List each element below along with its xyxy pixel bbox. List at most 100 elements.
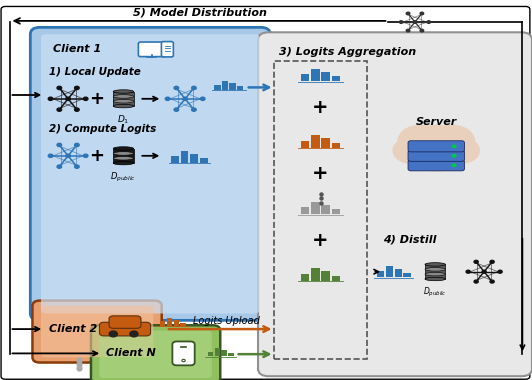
Circle shape xyxy=(109,331,118,337)
Circle shape xyxy=(427,21,430,23)
Circle shape xyxy=(406,12,410,15)
Text: $D_{public}$: $D_{public}$ xyxy=(111,171,136,184)
Text: Logits Upload: Logits Upload xyxy=(193,316,260,326)
Circle shape xyxy=(406,29,410,32)
Bar xyxy=(200,158,207,163)
Circle shape xyxy=(420,29,423,32)
Circle shape xyxy=(400,21,403,23)
Circle shape xyxy=(393,138,428,163)
Circle shape xyxy=(74,165,79,168)
Bar xyxy=(311,135,320,148)
Circle shape xyxy=(57,143,62,147)
Circle shape xyxy=(474,260,478,263)
Bar xyxy=(395,269,402,277)
Bar xyxy=(332,76,340,81)
FancyBboxPatch shape xyxy=(408,141,464,152)
Bar xyxy=(425,264,445,279)
Bar xyxy=(301,274,310,281)
Bar xyxy=(229,83,236,90)
Circle shape xyxy=(398,125,443,157)
Bar xyxy=(321,204,330,214)
Bar xyxy=(332,276,340,281)
FancyBboxPatch shape xyxy=(258,32,532,376)
Circle shape xyxy=(404,125,468,171)
Circle shape xyxy=(452,155,456,157)
Text: +: + xyxy=(312,231,329,250)
Text: +: + xyxy=(312,98,329,117)
Circle shape xyxy=(201,97,205,100)
Bar xyxy=(301,74,310,81)
Ellipse shape xyxy=(425,268,445,271)
Ellipse shape xyxy=(425,272,445,276)
Ellipse shape xyxy=(113,162,134,165)
Bar xyxy=(214,348,220,356)
Circle shape xyxy=(174,108,179,111)
Bar xyxy=(403,273,411,277)
Bar xyxy=(301,207,310,214)
Text: +: + xyxy=(89,90,104,108)
Circle shape xyxy=(420,12,423,15)
Bar xyxy=(311,69,320,81)
Bar xyxy=(237,86,243,90)
Text: Client 2: Client 2 xyxy=(49,324,98,334)
Ellipse shape xyxy=(113,95,134,98)
Text: 2) Compute Logits: 2) Compute Logits xyxy=(49,124,156,134)
Bar xyxy=(332,209,340,214)
FancyBboxPatch shape xyxy=(32,301,162,363)
Text: Client N: Client N xyxy=(106,348,156,358)
Circle shape xyxy=(430,125,475,157)
Circle shape xyxy=(74,108,79,111)
Bar xyxy=(321,271,330,281)
FancyBboxPatch shape xyxy=(41,34,260,314)
Ellipse shape xyxy=(113,105,134,108)
Ellipse shape xyxy=(113,90,134,93)
Bar xyxy=(321,71,330,81)
FancyBboxPatch shape xyxy=(99,322,151,336)
Ellipse shape xyxy=(425,277,445,281)
FancyBboxPatch shape xyxy=(109,316,141,328)
Text: 5) Model Distribution: 5) Model Distribution xyxy=(132,7,267,17)
Bar xyxy=(173,320,179,326)
Text: 3) Logits Aggregation: 3) Logits Aggregation xyxy=(279,48,417,57)
FancyBboxPatch shape xyxy=(41,306,153,357)
Circle shape xyxy=(57,86,62,90)
Circle shape xyxy=(74,86,79,90)
Ellipse shape xyxy=(425,263,445,266)
FancyBboxPatch shape xyxy=(138,42,165,57)
Bar xyxy=(180,323,186,326)
Circle shape xyxy=(413,21,417,23)
Circle shape xyxy=(84,154,88,157)
FancyBboxPatch shape xyxy=(91,325,220,380)
FancyBboxPatch shape xyxy=(99,331,212,378)
FancyBboxPatch shape xyxy=(408,160,464,171)
Text: Client 1: Client 1 xyxy=(53,44,102,54)
Bar xyxy=(208,352,213,356)
FancyBboxPatch shape xyxy=(172,342,195,365)
Circle shape xyxy=(466,270,470,273)
FancyBboxPatch shape xyxy=(408,150,464,161)
Bar xyxy=(228,353,234,356)
Circle shape xyxy=(482,270,486,273)
Bar xyxy=(113,149,134,163)
Bar xyxy=(222,81,228,90)
Circle shape xyxy=(490,280,494,283)
Bar xyxy=(160,321,165,326)
Circle shape xyxy=(57,108,62,111)
Text: $D_{public}$: $D_{public}$ xyxy=(423,286,447,299)
Bar xyxy=(386,266,393,277)
Circle shape xyxy=(48,154,53,157)
Text: Server: Server xyxy=(415,117,457,127)
Circle shape xyxy=(192,108,196,111)
Ellipse shape xyxy=(113,157,134,160)
Circle shape xyxy=(48,97,53,100)
Circle shape xyxy=(66,154,70,157)
FancyBboxPatch shape xyxy=(161,41,173,57)
Bar xyxy=(167,318,172,326)
Circle shape xyxy=(174,86,179,90)
Bar xyxy=(311,268,320,281)
Bar xyxy=(113,92,134,106)
Circle shape xyxy=(474,280,478,283)
Ellipse shape xyxy=(113,152,134,155)
Bar xyxy=(221,350,227,356)
Text: 4) Distill: 4) Distill xyxy=(383,234,437,244)
